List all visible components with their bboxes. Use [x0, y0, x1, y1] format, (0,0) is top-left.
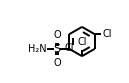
Text: S: S	[53, 44, 60, 54]
Text: H₂N: H₂N	[28, 44, 47, 54]
Text: Cl: Cl	[64, 43, 74, 53]
Text: Cl: Cl	[77, 37, 87, 47]
Text: O: O	[53, 58, 61, 68]
Text: Cl: Cl	[103, 29, 112, 39]
Text: O: O	[53, 30, 61, 40]
